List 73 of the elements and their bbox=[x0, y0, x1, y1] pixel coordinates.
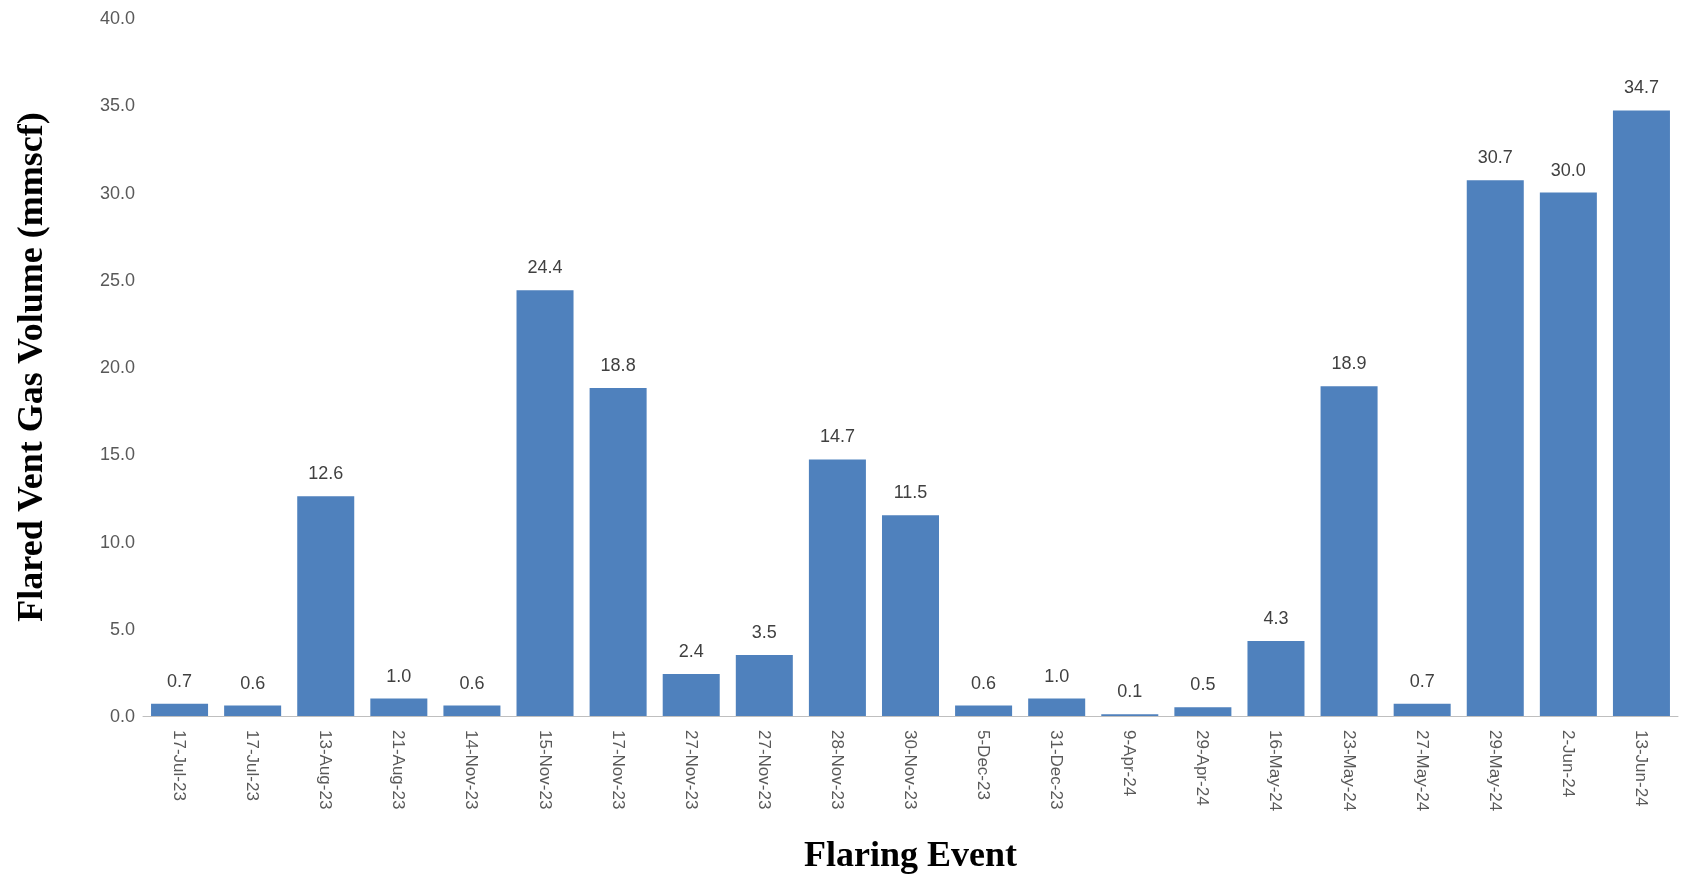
bar bbox=[151, 703, 209, 716]
data-label: 1.0 bbox=[1044, 665, 1070, 686]
data-label: 12.6 bbox=[308, 463, 344, 484]
x-tick-label: 5-Dec-23 bbox=[974, 730, 994, 800]
bar bbox=[1612, 110, 1670, 716]
y-tick-label: 5.0 bbox=[109, 618, 135, 639]
bar bbox=[1466, 180, 1524, 716]
bar bbox=[443, 705, 501, 716]
bar bbox=[224, 705, 282, 716]
bar bbox=[808, 459, 866, 716]
bar bbox=[1393, 703, 1451, 716]
data-label: 34.7 bbox=[1623, 77, 1659, 98]
bar bbox=[297, 496, 355, 716]
data-label: 30.0 bbox=[1550, 159, 1586, 180]
x-tick-label: 27-May-24 bbox=[1412, 730, 1432, 812]
x-tick-label: 30-Nov-23 bbox=[901, 730, 920, 810]
x-tick-label: 16-May-24 bbox=[1266, 730, 1286, 812]
data-label: 14.7 bbox=[819, 426, 855, 447]
x-tick-label: 31-Dec-23 bbox=[1047, 730, 1067, 810]
x-tick-label: 27-Nov-23 bbox=[754, 730, 774, 810]
y-tick-label: 15.0 bbox=[99, 444, 135, 465]
data-label: 0.5 bbox=[1190, 674, 1216, 695]
x-tick-label: 13-Aug-23 bbox=[316, 730, 336, 810]
bar bbox=[516, 290, 574, 716]
data-label: 1.0 bbox=[386, 665, 412, 686]
data-label: 0.6 bbox=[459, 672, 485, 693]
x-tick-label: 9-Apr-24 bbox=[1120, 730, 1140, 797]
x-tick-label: 28-Nov-23 bbox=[827, 730, 847, 810]
x-tick-label: 15-Nov-23 bbox=[535, 730, 555, 810]
x-tick-label: 29-Apr-24 bbox=[1193, 730, 1213, 806]
y-tick-label: 40.0 bbox=[99, 8, 135, 28]
y-tick-label: 0.0 bbox=[109, 706, 135, 726]
x-tick-label: 21-Aug-23 bbox=[389, 730, 409, 810]
x-tick-label: 13-Jun-24 bbox=[1631, 730, 1651, 807]
data-label: 18.8 bbox=[600, 354, 636, 375]
x-tick-label: 14-Nov-23 bbox=[462, 730, 482, 810]
bar bbox=[1320, 386, 1378, 716]
bar bbox=[589, 387, 647, 716]
y-axis-title: Flared Vent Gas Volume (mmscf) bbox=[10, 112, 50, 622]
x-tick-label: 27-Nov-23 bbox=[681, 730, 701, 810]
y-tick-label: 25.0 bbox=[99, 269, 135, 290]
y-tick-label: 35.0 bbox=[99, 95, 135, 116]
bar bbox=[881, 515, 940, 716]
bar bbox=[1174, 707, 1232, 716]
x-tick-label: 23-May-24 bbox=[1339, 730, 1359, 812]
bar bbox=[1028, 698, 1086, 716]
x-tick-label: 29-May-24 bbox=[1485, 730, 1505, 812]
bar bbox=[1247, 640, 1305, 716]
x-tick-label: 2-Jun-24 bbox=[1558, 730, 1578, 798]
data-label: 0.7 bbox=[1409, 670, 1435, 691]
data-label: 0.7 bbox=[167, 670, 193, 691]
y-tick-label: 10.0 bbox=[99, 531, 135, 552]
bar bbox=[955, 705, 1013, 716]
x-tick-label: 17-Jul-23 bbox=[170, 730, 190, 801]
data-label: 2.4 bbox=[678, 641, 704, 662]
bar bbox=[735, 654, 793, 716]
data-label: 11.5 bbox=[893, 482, 928, 503]
data-label: 0.1 bbox=[1117, 681, 1143, 702]
y-tick-label: 30.0 bbox=[99, 182, 135, 203]
bar bbox=[1539, 192, 1597, 716]
data-label: 3.5 bbox=[751, 621, 777, 642]
data-label: 18.9 bbox=[1331, 353, 1367, 374]
x-tick-label: 17-Jul-23 bbox=[243, 730, 263, 801]
data-label: 30.7 bbox=[1477, 147, 1513, 168]
bar bbox=[662, 674, 720, 716]
data-label: 24.4 bbox=[527, 257, 563, 278]
y-tick-label: 20.0 bbox=[99, 357, 135, 377]
x-axis-title: Flaring Event bbox=[804, 834, 1018, 874]
data-label: 0.6 bbox=[240, 672, 266, 693]
bar bbox=[370, 698, 428, 716]
data-label: 0.6 bbox=[971, 672, 997, 693]
data-label: 4.3 bbox=[1263, 607, 1289, 628]
x-tick-label: 17-Nov-23 bbox=[608, 730, 628, 810]
